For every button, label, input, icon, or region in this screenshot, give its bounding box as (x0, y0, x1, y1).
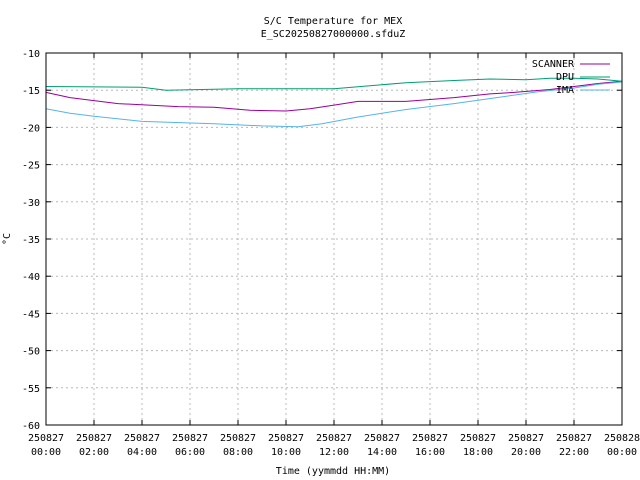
x-tick-label-date: 250827 (268, 433, 304, 444)
x-tick-label-date: 250827 (364, 433, 400, 444)
x-tick-label-time: 04:00 (127, 447, 157, 458)
x-tick-label-time: 00:00 (607, 447, 637, 458)
legend: SCANNER DPU IMA (532, 59, 610, 96)
y-tick-label: -40 (22, 272, 40, 283)
y-tick-label: -25 (22, 161, 40, 172)
y-tick-label: -20 (22, 123, 40, 134)
x-tick-label-date: 250827 (556, 433, 592, 444)
y-tick-label: -60 (22, 421, 40, 432)
x-tick-label-time: 10:00 (271, 447, 301, 458)
legend-label-scanner: SCANNER (532, 59, 575, 70)
y-axis-label: °C (2, 233, 13, 245)
x-tick-label-date: 250827 (220, 433, 256, 444)
y-tick-label: -55 (22, 384, 40, 395)
chart-title: S/C Temperature for MEX (264, 16, 402, 27)
x-tick-label-time: 18:00 (463, 447, 493, 458)
x-tick-label-date: 250827 (172, 433, 208, 444)
x-tick-label-time: 22:00 (559, 447, 589, 458)
y-tick-label: -10 (22, 49, 40, 60)
legend-label-ima: IMA (556, 85, 574, 96)
grid (46, 53, 622, 425)
x-tick-label-date: 250827 (124, 433, 160, 444)
series-line-dpu (45, 77, 623, 91)
x-tick-label-date: 250827 (28, 433, 64, 444)
x-axis-label: Time (yymmdd HH:MM) (276, 466, 390, 477)
x-tick-label-time: 00:00 (31, 447, 61, 458)
x-tick-label-date: 250827 (508, 433, 544, 444)
y-axis-ticks: -10 -15 -20 -25 -30 -35 -40 -45 -50 -55 -60 (22, 49, 622, 432)
y-tick-label: -35 (22, 235, 40, 246)
legend-label-dpu: DPU (556, 72, 574, 83)
series-line-ima (45, 81, 623, 128)
x-tick-label-time: 16:00 (415, 447, 445, 458)
x-tick-label-time: 06:00 (175, 447, 205, 458)
series-line-scanner (45, 80, 623, 112)
y-tick-label: -50 (22, 347, 40, 358)
y-tick-label: -45 (22, 309, 40, 320)
x-tick-label-time: 14:00 (367, 447, 397, 458)
x-tick-label-date: 250827 (460, 433, 496, 444)
x-tick-label-date: 250828 (604, 433, 640, 444)
x-axis-ticks: 250827 00:00 250827 02:00 250827 04:00 250827 0… (28, 53, 640, 458)
x-tick-label-time: 02:00 (79, 447, 109, 458)
x-tick-label-time: 08:00 (223, 447, 253, 458)
x-tick-label-time: 20:00 (511, 447, 541, 458)
y-tick-label: -15 (22, 86, 40, 97)
x-tick-label-date: 250827 (76, 433, 112, 444)
data-series (45, 77, 623, 128)
y-tick-label: -30 (22, 198, 40, 209)
x-tick-label-date: 250827 (412, 433, 448, 444)
chart-subtitle: E_SC20250827000000.sfduZ (261, 29, 406, 40)
x-tick-label-date: 250827 (316, 433, 352, 444)
x-tick-label-time: 12:00 (319, 447, 349, 458)
